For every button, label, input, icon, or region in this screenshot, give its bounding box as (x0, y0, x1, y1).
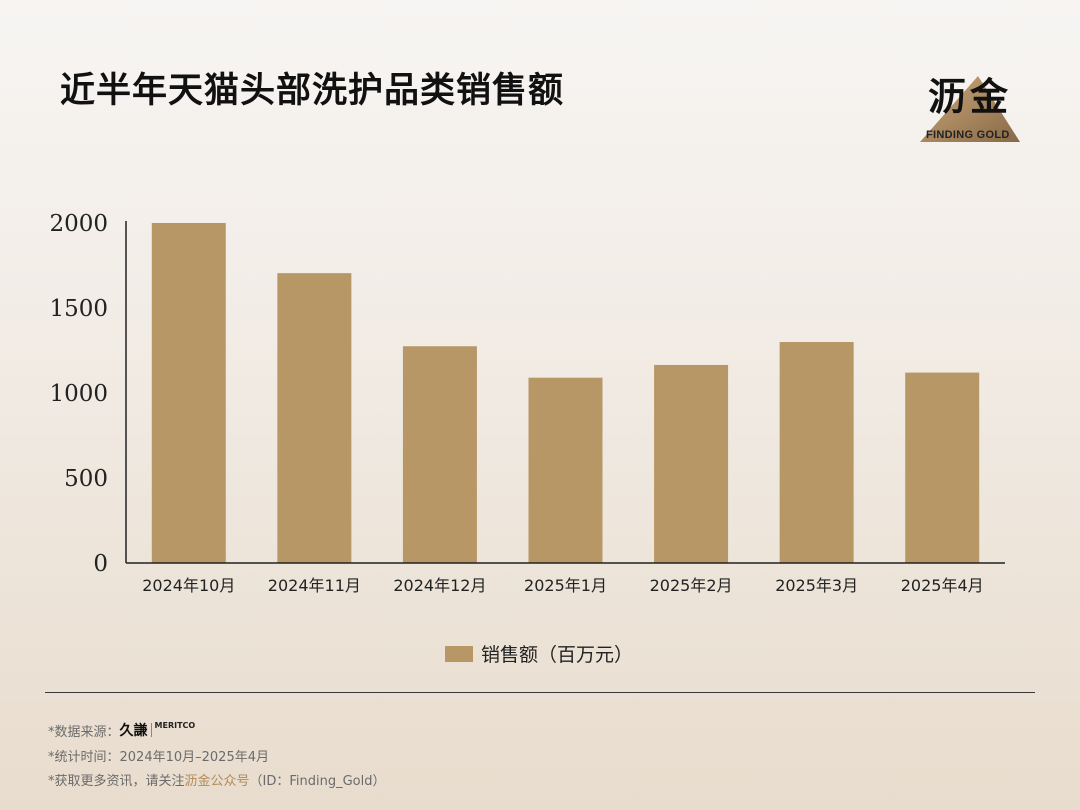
x-tick-label: 2025年2月 (650, 576, 733, 595)
y-tick-label: 0 (93, 551, 108, 577)
source-brand-en: MERITCO (154, 720, 196, 730)
y-tick-label: 2000 (49, 211, 108, 237)
bar (654, 364, 729, 563)
y-tick-label: 1000 (49, 381, 108, 407)
bar (277, 273, 352, 563)
source-label: *数据来源： (48, 724, 120, 740)
x-tick-label: 2025年4月 (901, 576, 984, 595)
follow-account: 沥金公众号 (184, 774, 250, 789)
follow-prefix: *获取更多资讯，请关注 (48, 774, 185, 789)
bar (151, 223, 226, 563)
x-tick-label: 2025年1月 (524, 576, 607, 595)
legend-swatch (445, 645, 473, 662)
source-brand-cn: 久謙 (119, 723, 148, 739)
footer-divider (45, 692, 1035, 693)
x-tick-label: 2024年11月 (268, 576, 361, 595)
footer-source: *数据来源： 久謙 MERITCO (48, 720, 195, 740)
logo-text: 沥金 (928, 75, 1013, 119)
y-tick-label: 1500 (49, 296, 108, 322)
footer-period: *统计时间：2024年10月–2025年4月 (48, 750, 269, 765)
bar (528, 377, 603, 563)
x-tick-label: 2024年10月 (142, 576, 235, 595)
bar-chart: 0 500 1000 1500 2000 2024年10月 2024年11月 2024年12月… (49, 211, 1005, 595)
footer-follow: *获取更多资讯，请关注沥金公众号（ID：Finding_Gold） (48, 770, 386, 789)
brand-logo: 沥金 FINDING GOLD (920, 66, 1020, 156)
bar (905, 372, 980, 563)
x-tick-label: 2024年12月 (393, 576, 486, 595)
x-tick-label: 2025年3月 (775, 576, 858, 595)
page-title: 近半年天猫头部洗护品类销售额 (60, 71, 565, 111)
bar (402, 346, 477, 563)
logo-subtitle: FINDING GOLD (926, 129, 1010, 141)
logo-triangle-icon (920, 76, 1020, 142)
bar (779, 342, 854, 563)
y-tick-label: 500 (64, 466, 108, 492)
legend-label: 销售额（百万元） (481, 644, 634, 666)
follow-id: （ID：Finding_Gold） (249, 774, 386, 789)
chart-legend: 销售额（百万元） (445, 640, 633, 667)
source-brand-separator (150, 723, 152, 737)
